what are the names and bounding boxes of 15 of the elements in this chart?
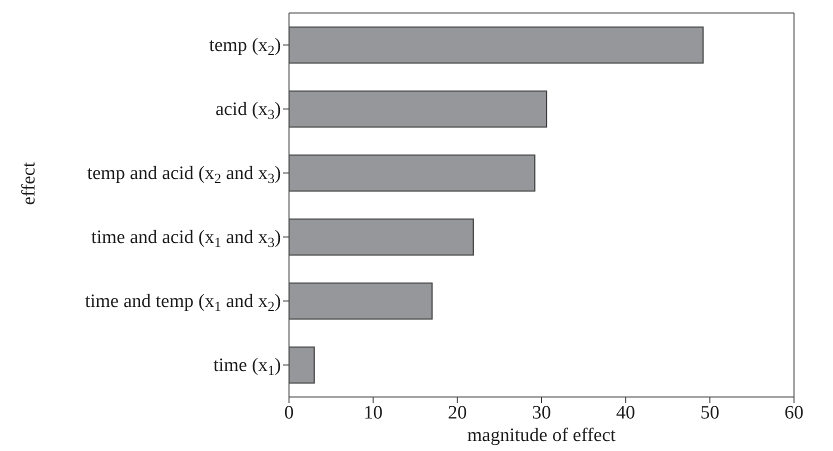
x-axis-title: magnitude of effect <box>467 425 616 446</box>
x-tick-label: 60 <box>784 402 804 424</box>
x-tick-label: 0 <box>284 402 294 424</box>
y-tick-label: temp (x$_{2}$) <box>209 35 281 58</box>
y-tick-label: time and acid (x$_{1}$ and x$_{3}$) <box>91 227 281 250</box>
y-tick-label: acid (x$_{3}$) <box>215 99 281 122</box>
x-tick-label: 50 <box>700 402 720 424</box>
x-tick-label: 40 <box>616 402 636 424</box>
y-tick-label: time (x$_{1}$) <box>213 355 281 378</box>
x-tick-label: 30 <box>532 402 551 424</box>
y-tick-label: time and temp (x$_{1}$ and x$_{2}$) <box>84 291 281 314</box>
y-axis-title: effect <box>18 161 40 205</box>
x-tick-label: 20 <box>448 402 467 424</box>
y-tick-label: temp and acid (x$_{2}$ and x$_{3}$) <box>87 163 281 186</box>
x-tick-label: 10 <box>364 402 383 424</box>
